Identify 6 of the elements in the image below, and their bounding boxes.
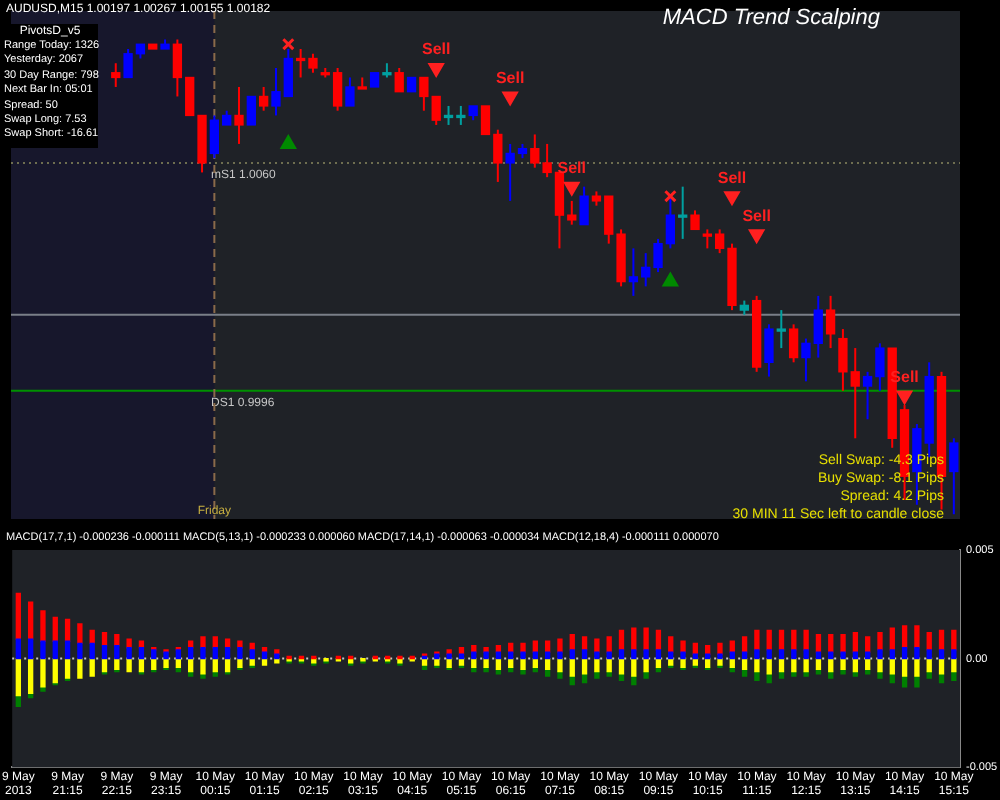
chart-title: MACD Trend Scalping — [662, 6, 880, 30]
text: Sell — [421, 40, 451, 59]
text: Sell — [717, 168, 747, 187]
text: Sell — [495, 68, 525, 87]
series-label: Sell — [742, 206, 771, 225]
text: Sell — [557, 159, 587, 178]
